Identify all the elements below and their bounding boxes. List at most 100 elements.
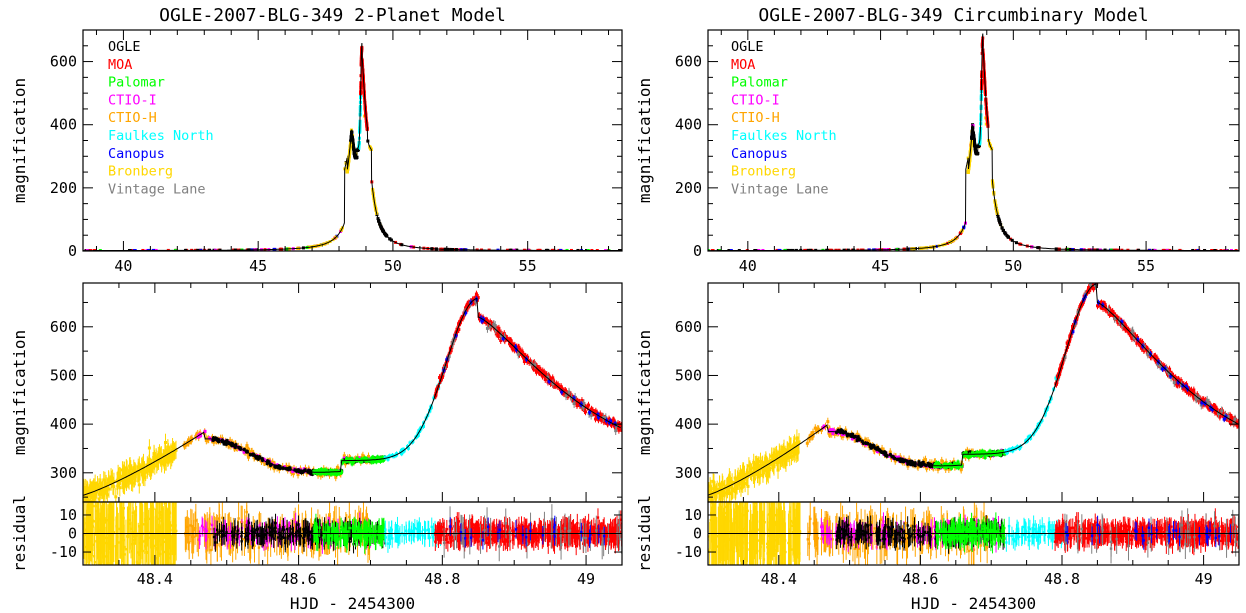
zoom-point-ogle bbox=[211, 438, 215, 442]
residual-point-ctio-i bbox=[283, 525, 287, 528]
residual-point-ctio-h bbox=[243, 538, 246, 541]
zoom-point-moa bbox=[497, 330, 501, 334]
zoom-point-ctio-h bbox=[245, 444, 249, 448]
residual-point-bronberg bbox=[155, 515, 158, 518]
zoom-point-bronberg bbox=[145, 468, 149, 472]
zoom-point-ogle bbox=[267, 460, 271, 464]
residual-point-bronberg bbox=[97, 547, 100, 550]
zoom-point-ogle bbox=[303, 468, 307, 472]
zoom-point-faulkes-north bbox=[416, 433, 420, 437]
residual-point-bronberg bbox=[166, 537, 169, 540]
zoom-point-moa bbox=[457, 327, 461, 331]
zoom-point-bronberg bbox=[77, 497, 80, 500]
zoom-point-moa bbox=[525, 360, 529, 364]
residual-point-ctio-i bbox=[198, 538, 201, 541]
zoom-point-bronberg bbox=[147, 446, 151, 450]
zoom-point-ogle bbox=[221, 440, 225, 444]
zoom-point-moa bbox=[623, 428, 626, 431]
zoom-point-bronberg bbox=[77, 495, 80, 498]
zoom-point-ctio-h bbox=[296, 473, 300, 477]
zoom-point-palomar bbox=[322, 469, 326, 473]
zoom-point-ogle bbox=[277, 464, 281, 468]
zoom-point-moa bbox=[522, 353, 526, 357]
residual-point-bronberg bbox=[103, 541, 107, 545]
zoom-point-ctio-h bbox=[246, 455, 250, 459]
residual-point-bronberg bbox=[92, 555, 96, 558]
zoom-point-bronberg bbox=[77, 503, 80, 506]
zoom-point-bronberg bbox=[121, 482, 125, 486]
residual-point-bronberg bbox=[79, 527, 81, 529]
zoom-point-palomar bbox=[369, 457, 373, 461]
residual-point-bronberg bbox=[131, 511, 135, 514]
zoom-point-moa bbox=[497, 326, 501, 330]
zoom-ylabel: magnification bbox=[10, 330, 29, 455]
overview-point-anomaly bbox=[356, 148, 360, 152]
zoom-point-bronberg bbox=[86, 489, 90, 493]
residual-point-bronberg bbox=[114, 574, 116, 576]
residual-point-ctio-i bbox=[248, 529, 252, 533]
residual-point-bronberg bbox=[135, 534, 138, 537]
residual-point-ctio-i bbox=[293, 539, 297, 543]
overview-point-anomaly bbox=[354, 156, 358, 160]
zoom-point-canopus bbox=[514, 345, 518, 349]
zoom-point-canopus bbox=[560, 390, 564, 394]
zoom-point-bronberg bbox=[84, 500, 88, 502]
overview-point-moa bbox=[89, 249, 93, 251]
residual-point-ctio-i bbox=[200, 524, 204, 528]
residual-point-bronberg bbox=[97, 518, 101, 521]
zoom-point-moa bbox=[543, 377, 547, 381]
zoom-point-moa bbox=[624, 427, 627, 430]
residual-point-bronberg bbox=[80, 547, 82, 549]
residual-point-bronberg bbox=[112, 531, 116, 534]
zoom-point-bronberg bbox=[88, 485, 92, 489]
zoom-point-bronberg bbox=[140, 464, 144, 468]
residual-point-bronberg bbox=[122, 545, 126, 549]
residual-point-bronberg bbox=[168, 512, 172, 515]
zoom-point-ctio-h bbox=[228, 439, 232, 443]
zoom-point-moa bbox=[589, 407, 593, 411]
residual-point-bronberg bbox=[154, 548, 158, 551]
zoom-point-bronberg bbox=[162, 463, 166, 467]
zoom-point-bronberg bbox=[103, 479, 107, 483]
zoom-point-bronberg bbox=[78, 497, 81, 500]
residual-point-bronberg bbox=[79, 542, 81, 544]
zoom-point-bronberg bbox=[137, 463, 141, 467]
zoom-point-palomar bbox=[316, 470, 320, 474]
residual-point-bronberg bbox=[137, 562, 140, 565]
zoom-point-faulkes-north bbox=[402, 449, 406, 453]
zoom-point-ogle bbox=[309, 472, 313, 476]
overview-point-moa bbox=[569, 248, 573, 251]
zoom-point-palomar bbox=[350, 458, 354, 462]
zoom-point-vintage-lane bbox=[485, 326, 489, 330]
zoom-point-palomar bbox=[335, 472, 339, 476]
residual-point-bronberg bbox=[163, 502, 166, 505]
residual-point-bronberg bbox=[95, 517, 99, 520]
overview-ylabel: magnification bbox=[10, 78, 29, 203]
zoom-point-ogle bbox=[309, 469, 313, 473]
residual-point-bronberg bbox=[172, 540, 175, 543]
residual-point-bronberg bbox=[138, 531, 142, 535]
zoom-point-moa bbox=[599, 418, 603, 422]
overview-xtick-label: 40 bbox=[114, 257, 132, 275]
zoom-point-ctio-h bbox=[249, 450, 253, 454]
residual-point-bronberg bbox=[117, 541, 120, 544]
zoom-point-moa bbox=[471, 298, 475, 302]
overview-model-line bbox=[83, 42, 622, 251]
zoom-point-bronberg bbox=[89, 488, 93, 492]
zoom-point-palomar bbox=[374, 460, 378, 464]
zoom-point-vintage-lane bbox=[604, 416, 608, 420]
zoom-point-palomar bbox=[319, 467, 323, 471]
overview-point-anomaly bbox=[357, 146, 361, 150]
zoom-point-moa bbox=[476, 296, 480, 300]
residual-point-bronberg bbox=[93, 560, 97, 564]
residual-point-ctio-h bbox=[194, 519, 198, 522]
zoom-point-faulkes-north bbox=[390, 453, 394, 457]
residual-point-ctio-h bbox=[189, 524, 192, 527]
residual-point-bronberg bbox=[121, 537, 125, 540]
zoom-point-palomar bbox=[326, 471, 330, 475]
residual-point-ctio-h bbox=[362, 517, 365, 520]
residual-point-ogle bbox=[236, 529, 240, 532]
zoom-point-palomar bbox=[339, 471, 343, 475]
legend-entry-canopus: Canopus bbox=[108, 146, 165, 162]
zoom-point-canopus bbox=[454, 334, 458, 338]
